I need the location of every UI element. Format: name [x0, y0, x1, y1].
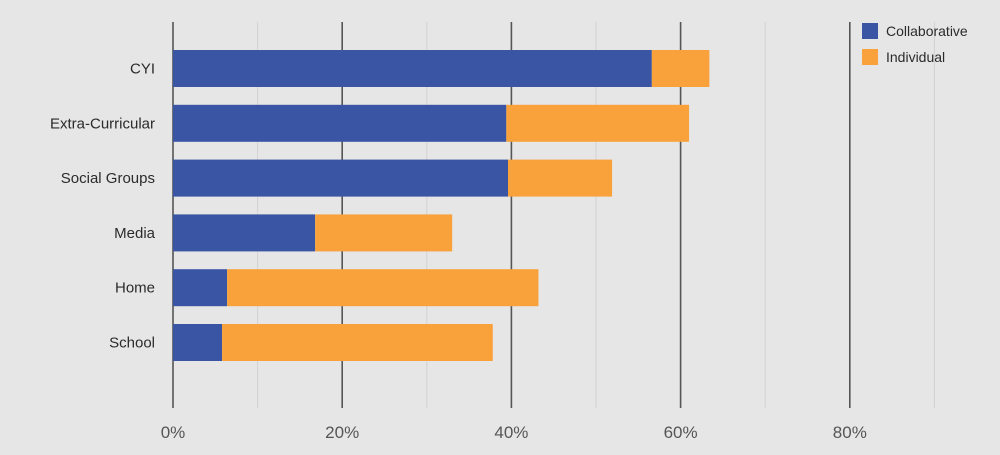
x-tick-label: 60% — [664, 423, 698, 442]
x-tick-label: 0% — [161, 423, 186, 442]
bar-individual — [506, 104, 690, 142]
x-tick-label: 40% — [494, 423, 528, 442]
bar-collaborative — [173, 159, 509, 197]
legend: Collaborative Individual — [862, 23, 968, 65]
bars — [173, 50, 710, 361]
bar-collaborative — [173, 214, 316, 252]
category-label: School — [109, 335, 155, 352]
x-axis-tick-labels: 0% 20% 40% 60% 80% — [161, 423, 867, 442]
category-labels: CYI Extra-Curricular Social Groups Media Hom… — [50, 61, 156, 352]
bar-individual — [227, 269, 539, 307]
legend-swatch-individual — [862, 49, 878, 65]
bar-collaborative — [173, 324, 223, 361]
category-label: Extra-Curricular — [50, 115, 155, 132]
bar-individual — [222, 324, 493, 361]
category-label: Social Groups — [61, 170, 155, 187]
bar-individual — [508, 159, 613, 197]
bar-collaborative — [173, 104, 507, 142]
legend-label-collaborative: Collaborative — [886, 23, 968, 39]
bar-collaborative — [173, 50, 652, 87]
x-tick-label: 20% — [325, 423, 359, 442]
bar-collaborative — [173, 269, 228, 307]
bar-individual — [651, 50, 710, 87]
category-label: CYI — [130, 61, 155, 78]
bar-individual — [315, 214, 453, 252]
category-label: Home — [115, 280, 155, 297]
x-tick-label: 80% — [833, 423, 867, 442]
legend-label-individual: Individual — [886, 49, 945, 65]
category-label: Media — [114, 225, 156, 242]
legend-swatch-collaborative — [862, 23, 878, 39]
